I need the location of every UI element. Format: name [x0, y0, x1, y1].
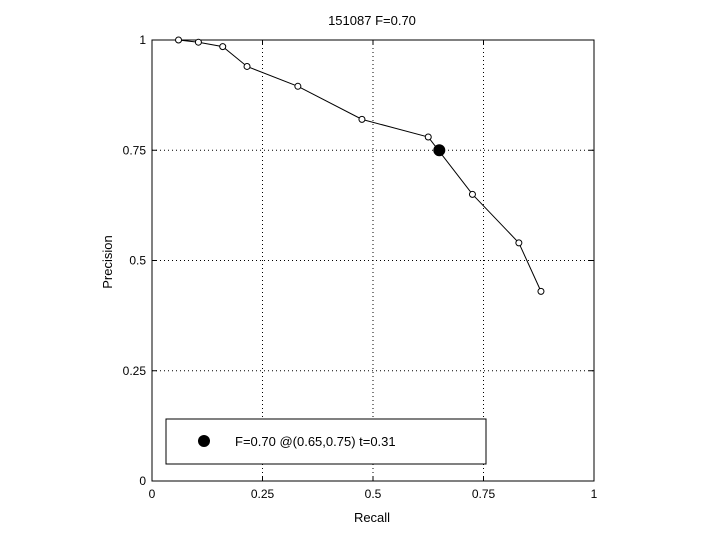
- legend-marker: [198, 435, 210, 447]
- data-point: [243, 62, 251, 70]
- y-tick-label: 0.75: [123, 143, 147, 157]
- x-tick-label: 0.75: [472, 487, 496, 501]
- data-point: [194, 38, 202, 46]
- y-tick-label: 0.25: [123, 364, 147, 378]
- y-tick-label: 0.5: [129, 254, 146, 268]
- x-tick-label: 0.5: [365, 487, 382, 501]
- data-point: [537, 287, 545, 295]
- best-f-point: [433, 144, 446, 157]
- x-tick-label: 0: [149, 487, 156, 501]
- data-point: [219, 43, 227, 51]
- data-point: [358, 115, 366, 123]
- legend-box: [165, 418, 487, 465]
- grid-lines: [152, 40, 594, 481]
- best-point-group: [433, 144, 446, 157]
- series-group: [175, 36, 545, 295]
- data-point: [515, 239, 523, 247]
- series-line: [178, 39, 542, 292]
- data-point: [424, 133, 432, 141]
- y-tick-label: 1: [139, 33, 146, 47]
- x-tick-label: 1: [591, 487, 598, 501]
- axis-ticks: [151, 39, 595, 482]
- legend-label: F=0.70 @(0.65,0.75) t=0.31: [235, 434, 396, 449]
- y-tick-label: 0: [139, 474, 146, 488]
- plot-title: 151087 F=0.70: [328, 13, 416, 28]
- x-tick-labels: 0 0.25 0.5 0.75 1: [149, 487, 598, 501]
- x-tick-label: 0.25: [251, 487, 275, 501]
- data-point: [175, 36, 183, 44]
- y-axis-label: Precision: [100, 235, 115, 288]
- y-tick-labels: 0 0.25 0.5 0.75 1: [123, 33, 147, 488]
- legend: F=0.70 @(0.65,0.75) t=0.31: [165, 418, 487, 465]
- data-point: [468, 190, 476, 198]
- x-axis-label: Recall: [354, 510, 390, 525]
- data-point: [294, 82, 302, 90]
